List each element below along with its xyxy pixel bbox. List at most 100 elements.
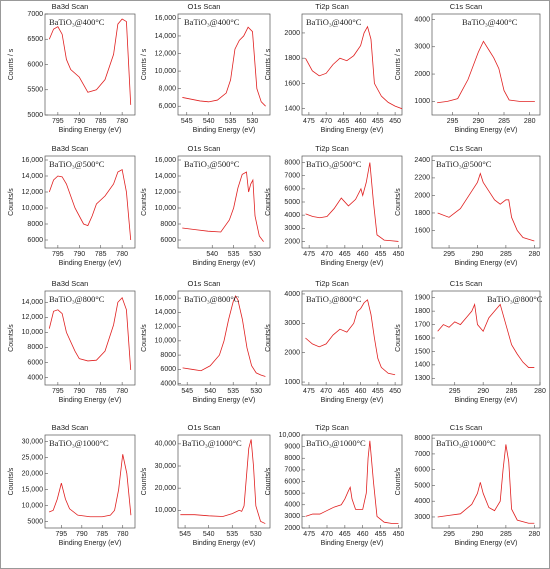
x-tick-label: 475 <box>303 251 315 258</box>
plot-box <box>44 155 136 249</box>
plot-area <box>48 454 132 518</box>
plot-box <box>301 290 403 386</box>
x-tick-label: 470 <box>321 251 333 258</box>
plot-box <box>177 434 271 529</box>
y-tick-label: 10,000 <box>22 329 44 336</box>
annotation: BaTiO₃@800°C <box>184 294 240 304</box>
spectrum-line <box>305 25 402 110</box>
y-axis-label: Counts/s <box>395 324 402 352</box>
subplot-title: Ba3d Scan <box>52 144 89 153</box>
y-tick-label: 5000 <box>284 199 300 206</box>
y-tick-label: 4000 <box>160 380 176 387</box>
plot-area <box>437 444 535 524</box>
subplot-title: Ti2p Scan <box>315 2 349 11</box>
x-axis-label: Binding Energy (eV) <box>455 540 518 547</box>
y-axis-label: Counts/s <box>141 467 148 495</box>
y-tick-label: 2000 <box>284 350 300 357</box>
plot-box <box>44 434 136 529</box>
x-axis-label: Binding Energy (eV) <box>59 260 122 267</box>
subplot-title: O1s Scan <box>188 279 221 288</box>
y-tick-label: 16,000 <box>22 157 44 164</box>
y-axis-label: Counts/s <box>265 467 272 495</box>
y-axis-label: Counts/s <box>8 467 15 495</box>
x-tick-label: 280 <box>528 251 540 258</box>
x-axis-label: Binding Energy (eV) <box>321 260 384 267</box>
subplot-title: Ba3d Scan <box>52 2 89 11</box>
annotation: BaTiO₃@1000°C <box>182 438 242 448</box>
annotation: BaTiO₃@500°C <box>436 159 492 169</box>
y-axis-label: Counts/s <box>8 324 15 352</box>
y-tick-label: 1000 <box>284 379 300 386</box>
x-axis-label: Binding Energy (eV) <box>321 127 384 134</box>
y-tick-label: 5000 <box>27 518 43 525</box>
x-tick-label: 290 <box>472 118 484 125</box>
y-tick-label: 4000 <box>414 498 430 505</box>
subplot-title: Ti2p Scan <box>315 279 349 288</box>
y-tick-label: 7000 <box>27 11 43 18</box>
spectrum-line <box>437 40 535 104</box>
spectrum-line <box>437 444 535 524</box>
spectrum-line <box>48 454 132 518</box>
y-tick-label: 7000 <box>284 173 300 180</box>
plot-box <box>301 13 403 116</box>
y-tick-label: 8000 <box>284 159 300 166</box>
x-tick-label: 535 <box>225 118 237 125</box>
y-tick-label: 6000 <box>27 359 43 366</box>
y-axis-label: Counts/s <box>395 188 402 216</box>
x-tick-label: 795 <box>52 251 64 258</box>
y-tick-label: 6000 <box>284 186 300 193</box>
x-tick-label: 465 <box>338 388 350 395</box>
annotation: BaTiO₃@500°C <box>184 159 240 169</box>
x-tick-label: 475 <box>303 388 315 395</box>
spectrum-line <box>437 302 535 368</box>
y-tick-label: 10,000 <box>155 338 177 345</box>
x-tick-label: 280 <box>528 531 540 538</box>
x-tick-label: 450 <box>393 531 405 538</box>
x-tick-label: 455 <box>372 118 384 125</box>
y-tick-label: 1800 <box>284 55 300 62</box>
plot-box <box>431 434 541 529</box>
x-tick-label: 785 <box>95 388 107 395</box>
y-tick-label: 14,000 <box>155 33 177 40</box>
y-tick-label: 10,000 <box>155 205 177 212</box>
x-tick-label: 455 <box>372 388 384 395</box>
y-tick-label: 7000 <box>284 467 300 474</box>
x-tick-label: 530 <box>250 388 262 395</box>
spectrum-line <box>48 168 132 241</box>
y-tick-label: 5000 <box>27 112 43 119</box>
y-tick-label: 10,000 <box>155 68 177 75</box>
plot-box <box>44 290 136 386</box>
y-tick-label: 4000 <box>27 374 43 381</box>
x-tick-label: 545 <box>181 118 193 125</box>
plot-area <box>48 18 132 105</box>
x-tick-label: 540 <box>204 388 216 395</box>
x-tick-label: 280 <box>534 388 546 395</box>
x-tick-label: 450 <box>389 388 401 395</box>
y-tick-label: 10,000 <box>279 432 301 439</box>
plot-box <box>177 155 271 249</box>
y-tick-label: 6000 <box>160 237 176 244</box>
y-tick-label: 1000 <box>414 98 430 105</box>
x-tick-label: 290 <box>472 251 484 258</box>
x-tick-label: 460 <box>357 531 369 538</box>
y-tick-label: 1500 <box>414 348 430 355</box>
subplot-title: Ba3d Scan <box>52 423 89 432</box>
subplot-title: Ba3d Scan <box>52 279 89 288</box>
x-tick-label: 785 <box>95 251 107 258</box>
y-tick-label: 1400 <box>284 106 300 113</box>
spectrum-line <box>48 297 132 370</box>
plot-area <box>180 439 266 524</box>
spectrum-line <box>305 299 396 376</box>
x-tick-label: 460 <box>355 118 367 125</box>
x-tick-label: 780 <box>116 251 128 258</box>
x-tick-label: 545 <box>179 531 191 538</box>
annotation: BaTiO₃@1000°C <box>436 438 496 448</box>
y-tick-label: 8,000 <box>158 85 176 92</box>
x-axis-label: Binding Energy (eV) <box>455 397 518 404</box>
annotation: BaTiO₃@800°C <box>306 294 362 304</box>
y-tick-label: 14,000 <box>155 309 177 316</box>
y-tick-label: 5500 <box>27 87 43 94</box>
y-tick-label: 4000 <box>284 212 300 219</box>
annotation: BaTiO₃@800°C <box>487 294 543 304</box>
y-axis-label: Counts / s <box>395 48 402 80</box>
